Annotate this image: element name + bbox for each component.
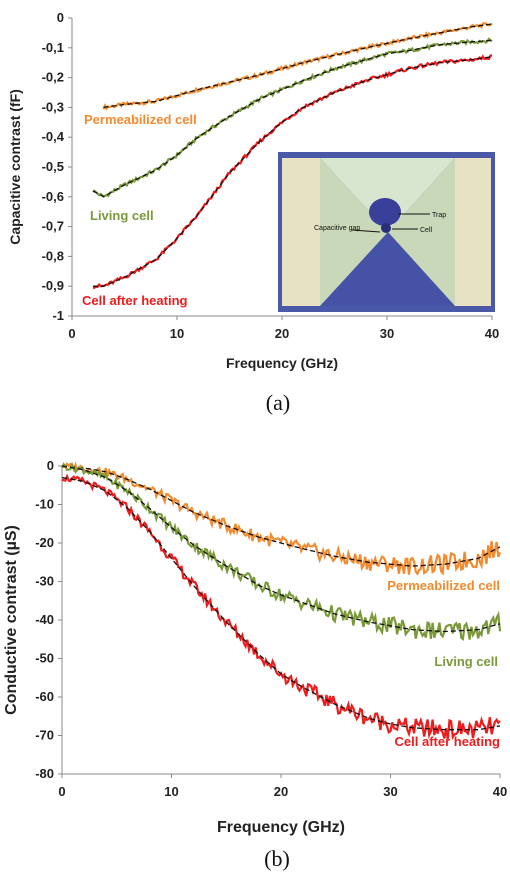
x-tick-label: 30 <box>380 326 394 341</box>
axes: 0 -10 -20 -30 -40 -50 -60 -70 -80 0 10 20 30 40 <box>35 458 507 799</box>
y-tick-label: -30 <box>35 574 54 589</box>
y-axis-label: Conductive contrast (µS) <box>3 525 20 715</box>
panel-caption: (a) <box>266 390 290 415</box>
series-label-3: Cell after heating <box>82 293 188 308</box>
y-tick-label: -0,9 <box>42 278 64 293</box>
fit-line-2 <box>92 39 493 198</box>
series-group <box>92 22 493 289</box>
x-tick-label: 0 <box>58 784 65 799</box>
y-tick-label: -40 <box>35 612 54 627</box>
panel-b-chart: 0 -10 -20 -30 -40 -50 -60 -70 -80 0 10 20 30 40 Permea… <box>3 458 507 871</box>
y-tick-label: -70 <box>35 728 54 743</box>
y-tick-label: -0,5 <box>42 159 64 174</box>
y-tick-label: -0,1 <box>42 40 64 55</box>
series-line-1 <box>102 22 493 111</box>
series-line-1 <box>61 461 502 576</box>
y-tick-label: -20 <box>35 535 54 550</box>
y-tick-label: -60 <box>35 689 54 704</box>
y-tick-label: -0,3 <box>42 99 64 114</box>
y-tick-label: -10 <box>35 497 54 512</box>
fit-line-2 <box>61 465 501 633</box>
y-tick-label: -0,6 <box>42 189 64 204</box>
x-tick-label: 20 <box>274 784 288 799</box>
fit-line-1 <box>61 465 501 567</box>
y-tick-label: 0 <box>57 10 64 25</box>
y-tick-label: -80 <box>35 766 54 781</box>
series-label-2: Living cell <box>434 654 498 669</box>
y-tick-label: 0 <box>47 458 54 473</box>
x-tick-label: 40 <box>493 784 507 799</box>
series-line-2 <box>61 461 502 642</box>
inset-label-trap: Trap <box>432 212 446 219</box>
x-tick-label: 20 <box>275 326 289 341</box>
series-label-3: Cell after heating <box>395 734 501 749</box>
microscope-inset-image: Trap Cell Capacitive gap <box>278 152 495 312</box>
fit-line-3 <box>93 56 493 287</box>
series-label-1: Permeabilized cell <box>84 112 197 127</box>
series-group <box>61 461 502 741</box>
y-tick-label: -0,7 <box>42 219 64 234</box>
y-axis-label: Capacitive contrast (fF) <box>7 89 23 245</box>
x-tick-label: 10 <box>170 326 184 341</box>
inset-label-gap: Capacitive gap <box>314 225 360 232</box>
y-tick-label: -0,4 <box>42 129 65 144</box>
panel-a-chart: 0 -0,1 -0,2 -0,3 -0,4 -0,5 -0,6 -0,7 -0,8 -0,9 -1 0… <box>7 10 499 415</box>
series-label-1: Permeabilized cell <box>387 578 500 593</box>
fit-line-1 <box>103 23 493 109</box>
x-axis-label: Frequency (GHz) <box>217 819 345 836</box>
x-tick-label: 30 <box>383 784 397 799</box>
panel-caption: (b) <box>264 846 290 871</box>
fit-line-3 <box>61 476 501 731</box>
x-axis-label: Frequency (GHz) <box>226 355 338 371</box>
axes: 0 -0,1 -0,2 -0,3 -0,4 -0,5 -0,6 -0,7 -0,8 -0,9 -1 0… <box>42 10 500 341</box>
x-tick-label: 10 <box>164 784 178 799</box>
y-tick-label: -0,8 <box>42 248 64 263</box>
x-tick-label: 40 <box>485 326 499 341</box>
series-label-2: Living cell <box>90 208 154 223</box>
inset-label-cell: Cell <box>420 227 433 234</box>
x-tick-label: 0 <box>68 326 75 341</box>
y-tick-label: -1 <box>52 308 64 323</box>
y-tick-label: -50 <box>35 651 54 666</box>
gap-arrow <box>351 229 381 233</box>
y-tick-label: -0,2 <box>42 70 64 85</box>
series-line-3 <box>61 473 501 741</box>
